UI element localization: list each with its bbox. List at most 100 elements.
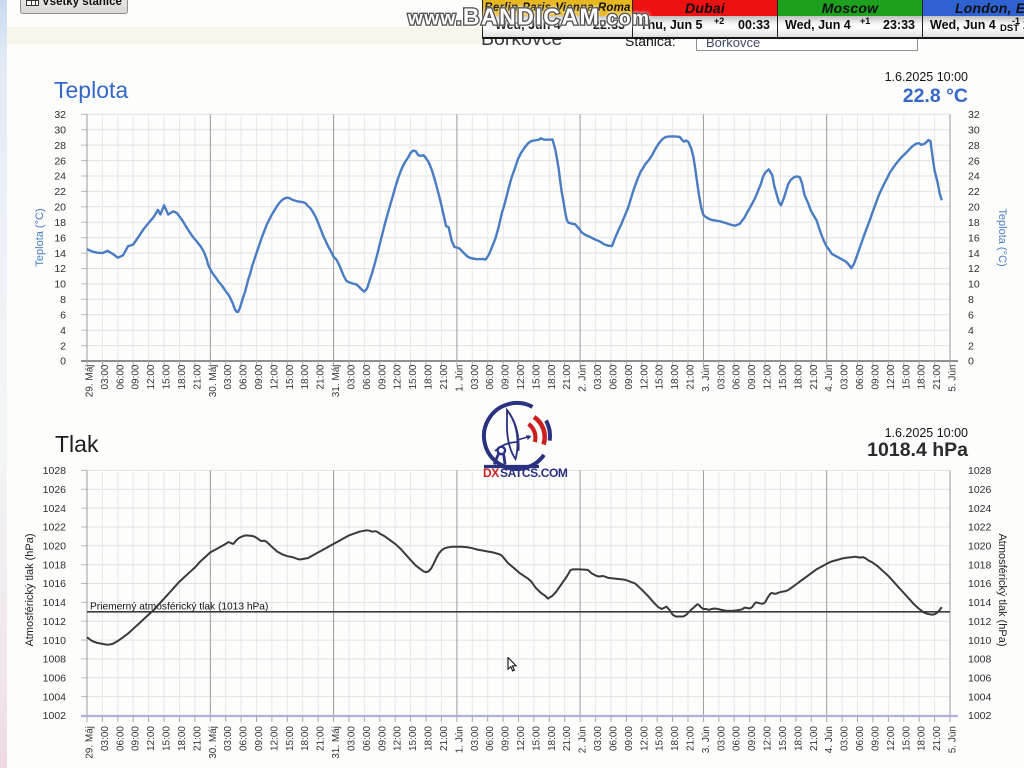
svg-text:06:00: 06:00: [609, 364, 620, 389]
svg-text:03:00: 03:00: [716, 364, 727, 389]
svg-text:26: 26: [54, 155, 66, 167]
svg-text:15:00: 15:00: [655, 726, 666, 751]
svg-text:12:00: 12:00: [639, 726, 650, 751]
svg-text:3. Jún: 3. Jún: [701, 726, 712, 753]
svg-text:14: 14: [54, 248, 66, 260]
svg-text:09:00: 09:00: [747, 364, 758, 389]
svg-text:1024: 1024: [43, 503, 67, 515]
svg-text:09:00: 09:00: [870, 364, 881, 389]
svg-text:18:00: 18:00: [424, 726, 435, 751]
svg-text:1004: 1004: [968, 691, 992, 703]
svg-text:06:00: 06:00: [485, 726, 496, 751]
svg-text:1016: 1016: [43, 578, 67, 590]
svg-text:21:00: 21:00: [809, 726, 820, 751]
svg-text:22: 22: [54, 186, 66, 198]
svg-text:12:00: 12:00: [886, 364, 897, 389]
svg-text:22: 22: [968, 186, 980, 198]
svg-text:10: 10: [54, 279, 66, 291]
svg-text:12:00: 12:00: [763, 364, 774, 389]
svg-text:2. Jún: 2. Jún: [578, 365, 589, 392]
svg-text:1014: 1014: [43, 597, 67, 609]
svg-text:28: 28: [54, 140, 66, 152]
svg-text:15:00: 15:00: [655, 364, 666, 389]
svg-text:1026: 1026: [968, 484, 992, 496]
svg-text:21:00: 21:00: [686, 364, 697, 389]
svg-text:12:00: 12:00: [269, 726, 280, 751]
svg-text:21:00: 21:00: [562, 726, 573, 751]
svg-text:Teplota (°C): Teplota (°C): [996, 208, 1008, 266]
svg-text:12:00: 12:00: [516, 364, 527, 389]
svg-text:Atmosférický tlak (hPa): Atmosférický tlak (hPa): [996, 533, 1008, 646]
svg-text:1. Jún: 1. Jún: [454, 365, 465, 392]
svg-text:21:00: 21:00: [439, 726, 450, 751]
svg-text:03:00: 03:00: [716, 726, 727, 751]
svg-text:06:00: 06:00: [239, 726, 250, 751]
svg-text:03:00: 03:00: [840, 364, 851, 389]
svg-text:1010: 1010: [968, 635, 992, 647]
svg-text:18:00: 18:00: [917, 364, 928, 389]
svg-text:24: 24: [54, 171, 66, 183]
svg-text:1006: 1006: [43, 673, 67, 685]
svg-text:03:00: 03:00: [593, 364, 604, 389]
svg-text:6: 6: [968, 309, 974, 321]
svg-text:06:00: 06:00: [485, 364, 496, 389]
svg-text:30. Máj: 30. Máj: [208, 726, 219, 759]
svg-text:03:00: 03:00: [100, 726, 111, 751]
svg-text:1008: 1008: [43, 654, 67, 666]
svg-text:32: 32: [968, 109, 980, 121]
svg-text:15:00: 15:00: [901, 364, 912, 389]
svg-text:18:00: 18:00: [547, 364, 558, 389]
svg-text:18:00: 18:00: [177, 364, 188, 389]
svg-text:09:00: 09:00: [131, 726, 142, 751]
svg-text:03:00: 03:00: [223, 726, 234, 751]
svg-text:21:00: 21:00: [316, 364, 327, 389]
svg-text:1012: 1012: [968, 616, 992, 628]
svg-text:1010: 1010: [43, 635, 67, 647]
svg-text:1002: 1002: [968, 710, 992, 722]
svg-text:21:00: 21:00: [809, 364, 820, 389]
svg-text:09:00: 09:00: [377, 726, 388, 751]
svg-text:06:00: 06:00: [609, 726, 620, 751]
svg-text:1018: 1018: [968, 559, 992, 571]
svg-text:06:00: 06:00: [732, 364, 743, 389]
svg-text:1002: 1002: [43, 710, 67, 722]
svg-text:21:00: 21:00: [439, 364, 450, 389]
svg-text:21:00: 21:00: [932, 726, 943, 751]
svg-text:28: 28: [968, 140, 980, 152]
svg-text:1. Jún: 1. Jún: [454, 726, 465, 753]
svg-text:1016: 1016: [968, 578, 992, 590]
svg-text:1014: 1014: [968, 597, 992, 609]
svg-text:15:00: 15:00: [778, 726, 789, 751]
svg-text:09:00: 09:00: [624, 726, 635, 751]
svg-text:18:00: 18:00: [793, 726, 804, 751]
svg-text:12:00: 12:00: [146, 726, 157, 751]
svg-text:29. Máj: 29. Máj: [85, 365, 96, 398]
svg-text:12: 12: [54, 263, 66, 275]
svg-text:09:00: 09:00: [254, 364, 265, 389]
svg-text:1020: 1020: [43, 541, 67, 553]
svg-text:1008: 1008: [968, 654, 992, 666]
svg-text:12:00: 12:00: [269, 364, 280, 389]
svg-text:14: 14: [968, 248, 980, 260]
svg-text:15:00: 15:00: [408, 364, 419, 389]
svg-text:1022: 1022: [968, 522, 992, 534]
svg-text:09:00: 09:00: [377, 364, 388, 389]
svg-text:06:00: 06:00: [239, 364, 250, 389]
svg-text:06:00: 06:00: [855, 364, 866, 389]
svg-text:SATCS.COM: SATCS.COM: [500, 466, 568, 480]
svg-text:1004: 1004: [43, 691, 67, 703]
svg-text:1028: 1028: [968, 465, 992, 477]
svg-text:8: 8: [60, 294, 66, 306]
svg-text:03:00: 03:00: [470, 726, 481, 751]
svg-text:09:00: 09:00: [131, 364, 142, 389]
svg-text:26: 26: [968, 155, 980, 167]
svg-text:20: 20: [54, 202, 66, 214]
svg-text:30: 30: [54, 124, 66, 136]
svg-text:03:00: 03:00: [100, 364, 111, 389]
svg-text:03:00: 03:00: [347, 726, 358, 751]
svg-text:Priemerný atmosférický tlak (1: Priemerný atmosférický tlak (1013 hPa): [90, 601, 268, 612]
svg-text:Atmosférický tlak (hPa): Atmosférický tlak (hPa): [24, 533, 36, 646]
svg-text:30: 30: [968, 124, 980, 136]
svg-text:09:00: 09:00: [501, 364, 512, 389]
svg-text:21:00: 21:00: [932, 364, 943, 389]
